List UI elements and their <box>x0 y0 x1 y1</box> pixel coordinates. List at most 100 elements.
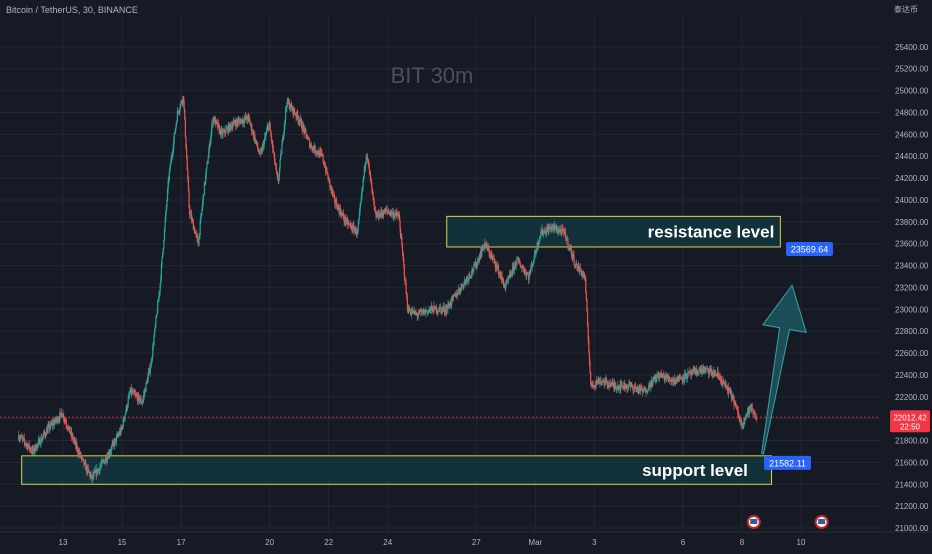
candle-body <box>105 457 107 462</box>
candle-body <box>296 111 298 116</box>
candle-body <box>470 276 472 277</box>
candle-body <box>146 381 148 383</box>
candle-body <box>367 159 369 161</box>
candle-body <box>719 376 721 379</box>
candle-body <box>607 382 609 385</box>
candle-body <box>509 272 511 275</box>
resistance-zone[interactable] <box>446 215 781 248</box>
candle-body <box>140 398 142 403</box>
candle-body <box>84 462 86 463</box>
candle-body <box>357 224 359 232</box>
candle-body <box>665 377 667 380</box>
candle-body <box>475 261 477 268</box>
candle-body <box>547 227 549 229</box>
candle-body <box>281 137 284 145</box>
candle-body <box>513 265 515 271</box>
candle-body <box>538 242 540 244</box>
candle-body <box>732 395 734 399</box>
candle-body <box>479 257 481 259</box>
candle-body <box>522 267 524 269</box>
candle-body <box>460 283 463 288</box>
candle-body <box>502 278 504 280</box>
candle-body <box>428 309 431 311</box>
candle-body <box>646 391 648 393</box>
candle-body <box>146 381 148 383</box>
candle-body <box>499 273 501 277</box>
candle-body <box>125 405 127 412</box>
candle-body <box>626 386 629 389</box>
candle-body <box>527 274 530 280</box>
candle-body <box>422 309 424 315</box>
candle-body <box>46 429 48 434</box>
candle-body <box>576 263 578 270</box>
candle-body <box>118 431 121 436</box>
candle-body <box>667 377 669 380</box>
candle-body <box>503 286 506 288</box>
candle-body <box>344 216 346 223</box>
candle-body <box>51 423 54 426</box>
candle-body <box>449 302 451 308</box>
candle-body <box>440 307 442 309</box>
resistance-price-tag: 23569.64 <box>791 244 829 254</box>
candle-body <box>431 305 433 309</box>
candle-body <box>202 195 204 202</box>
candle-body <box>222 131 225 133</box>
time-axis[interactable] <box>0 532 932 550</box>
candle-body <box>34 450 36 452</box>
candle-body <box>497 265 500 275</box>
candle-body <box>352 225 354 227</box>
candle-body <box>86 466 88 473</box>
candle-body <box>379 213 381 218</box>
candle-body <box>727 387 730 394</box>
candle-body <box>371 188 373 193</box>
candle-body <box>50 423 52 428</box>
candle-body <box>630 384 632 387</box>
price-axis[interactable] <box>880 0 932 550</box>
candle-body <box>226 127 228 129</box>
candle-body <box>485 243 487 245</box>
candle-body <box>147 372 150 377</box>
candle-body <box>520 267 522 269</box>
candle-body <box>97 469 99 473</box>
candle-body <box>262 143 264 147</box>
candle-body <box>310 144 312 146</box>
candle-body <box>537 242 539 247</box>
candle-body <box>480 251 482 256</box>
up-arrow-drawing[interactable] <box>761 284 807 455</box>
candle-body <box>625 386 627 389</box>
candle-body <box>369 173 372 182</box>
candle-body <box>676 375 678 380</box>
candle-body <box>558 230 560 232</box>
candle-body <box>444 311 446 313</box>
candle-body <box>499 272 501 274</box>
candle-body <box>632 387 634 391</box>
candle-body <box>658 374 660 379</box>
candle-body <box>641 390 643 392</box>
candle-body <box>324 166 326 168</box>
candle-body <box>109 453 111 455</box>
candle-body <box>55 419 57 422</box>
candle-body <box>440 308 442 313</box>
candle-body <box>143 393 145 395</box>
candle-body <box>79 452 81 455</box>
candle-body <box>315 152 317 154</box>
y-tick-label: 25000.00 <box>895 87 929 96</box>
candle-body <box>603 380 605 385</box>
candle-body <box>159 283 161 292</box>
support-zone[interactable] <box>21 455 772 485</box>
candle-body <box>160 264 162 279</box>
candle-body <box>652 378 654 381</box>
candle-body <box>684 373 686 380</box>
candle-body <box>149 368 151 373</box>
candle-body <box>285 109 287 120</box>
candle-body <box>368 159 370 166</box>
candle-body <box>624 388 626 389</box>
candle-body <box>78 451 80 455</box>
candle-body <box>339 208 341 214</box>
candle-body <box>582 272 584 276</box>
candle-body <box>75 442 78 449</box>
candle-body <box>179 108 181 112</box>
candle-body <box>682 374 684 381</box>
